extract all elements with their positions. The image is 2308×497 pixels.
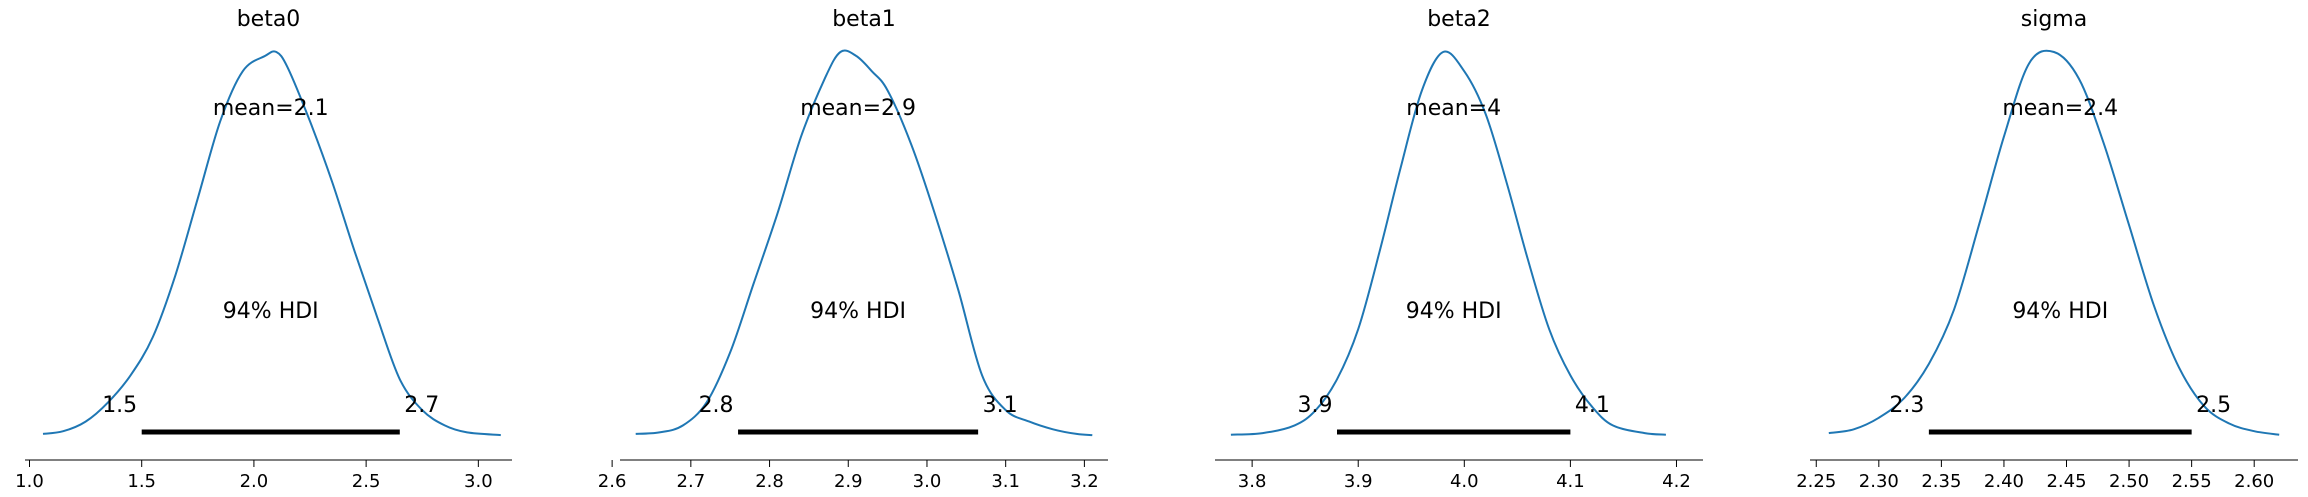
- panel-beta1: beta1 mean=2.9 94% HDI 2.8 3.1 2.6 2.7 2.8 2.9 3.…: [598, 7, 1108, 492]
- x-tick-label: 2.50: [2109, 471, 2149, 492]
- x-tick-label: 2.60: [2234, 471, 2274, 492]
- hdi-label: 94% HDI: [223, 299, 319, 324]
- x-tick-label: 3.1: [991, 471, 1020, 492]
- density-curve: [635, 49, 1093, 437]
- density-curve: [42, 50, 501, 437]
- x-tick-label: 1.5: [127, 471, 156, 492]
- x-tick-label: 3.0: [913, 471, 942, 492]
- panel-beta0: beta0 mean=2.1 94% HDI 1.5 2.7 1.0 1.5 2.0 2.5 3.…: [15, 7, 512, 492]
- panel-title: beta0: [237, 7, 301, 32]
- hdi-label: 94% HDI: [810, 299, 906, 324]
- hdi-upper-label: 2.5: [2196, 393, 2231, 418]
- density-curve: [1828, 49, 2280, 436]
- x-tick-label: 4.2: [1662, 471, 1691, 492]
- x-tick-label: 2.55: [2172, 471, 2212, 492]
- x-tick-label: 3.9: [1344, 471, 1373, 492]
- hdi-label: 94% HDI: [2012, 299, 2108, 324]
- hdi-upper-label: 3.1: [983, 393, 1018, 418]
- hdi-lower-label: 3.9: [1298, 393, 1333, 418]
- x-tick-label: 3.8: [1238, 471, 1267, 492]
- panel-sigma: sigma mean=2.4 94% HDI 2.3 2.5 2.25 2.30 2.35 2.…: [1796, 7, 2298, 492]
- panel-beta2: beta2 mean=4 94% HDI 3.9 4.1 3.8 3.9 4.0 4.1 4.2: [1215, 7, 1703, 492]
- x-tick-label: 2.30: [1859, 471, 1899, 492]
- mean-label: mean=4: [1406, 96, 1501, 121]
- density-curve: [1230, 50, 1666, 436]
- x-tick-label: 2.7: [677, 471, 706, 492]
- x-tick-label: 2.35: [1921, 471, 1961, 492]
- x-tick-label: 3.0: [464, 471, 493, 492]
- x-tick-label: 1.0: [15, 471, 44, 492]
- x-tick-label: 4.1: [1556, 471, 1585, 492]
- hdi-lower-label: 2.8: [699, 393, 734, 418]
- mean-label: mean=2.1: [213, 96, 329, 121]
- mean-label: mean=2.4: [2002, 96, 2118, 121]
- hdi-upper-label: 2.7: [404, 393, 439, 418]
- hdi-label: 94% HDI: [1406, 299, 1502, 324]
- x-tick-label: 2.5: [352, 471, 381, 492]
- panel-title: beta2: [1427, 7, 1491, 32]
- panel-title: sigma: [2021, 7, 2087, 32]
- x-tick-label: 2.9: [834, 471, 863, 492]
- x-tick-label: 3.2: [1070, 471, 1099, 492]
- x-tick-label: 2.45: [2046, 471, 2086, 492]
- hdi-lower-label: 1.5: [102, 393, 137, 418]
- x-tick-label: 2.0: [240, 471, 269, 492]
- x-tick-label: 2.6: [598, 471, 627, 492]
- panel-title: beta1: [832, 7, 896, 32]
- hdi-lower-label: 2.3: [1889, 393, 1924, 418]
- mean-label: mean=2.9: [800, 96, 916, 121]
- hdi-upper-label: 4.1: [1575, 393, 1610, 418]
- x-tick-label: 2.40: [1984, 471, 2024, 492]
- x-tick-label: 2.8: [755, 471, 784, 492]
- x-tick-label: 4.0: [1450, 471, 1479, 492]
- x-tick-label: 2.25: [1796, 471, 1836, 492]
